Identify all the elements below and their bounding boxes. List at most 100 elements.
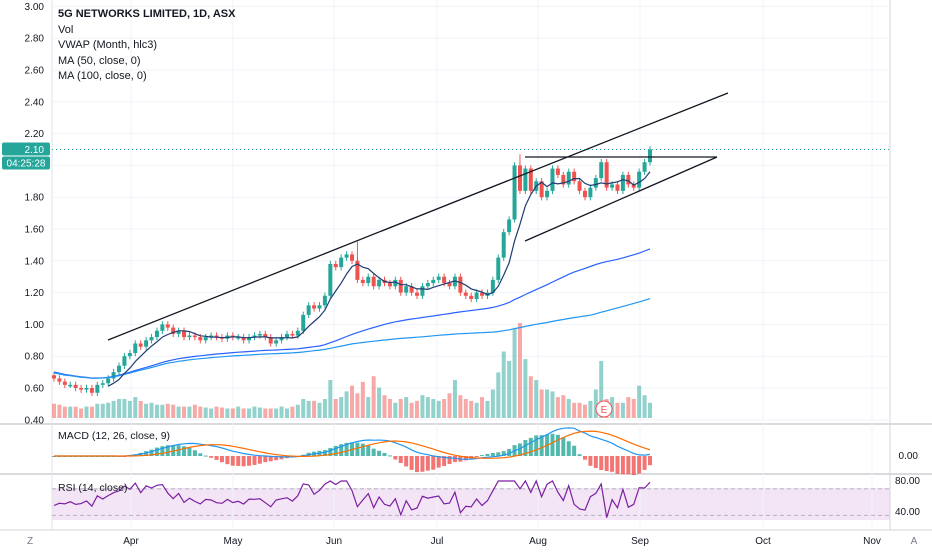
volume-bar (284, 408, 289, 418)
price-tick-label: 2.40 (25, 97, 45, 108)
macd-histogram-bar (230, 456, 235, 466)
volume-bar (301, 399, 306, 418)
volume-bar (648, 402, 652, 418)
volume-bar (68, 406, 73, 418)
volume-bar (425, 397, 430, 418)
legend-vwap[interactable]: VWAP (Month, hlc3) (58, 39, 158, 51)
macd-histogram-bar (474, 456, 479, 458)
volume-bar (236, 406, 241, 418)
macd-histogram-bar (268, 456, 273, 462)
volume-bar (599, 361, 604, 418)
volume-bar (572, 402, 577, 418)
candle-body (572, 171, 577, 182)
macd-histogram-bar (447, 456, 452, 465)
candle-body (192, 335, 197, 338)
volume-bar (501, 351, 506, 418)
volume-bar (577, 402, 582, 418)
candle-body (436, 276, 441, 280)
candle-body (631, 184, 636, 188)
macd-histogram-bar (631, 456, 636, 476)
macd-histogram-bar (366, 445, 371, 456)
candle-body (555, 168, 560, 175)
legend-ma100[interactable]: MA (100, close, 0) (58, 70, 147, 82)
volume-bar (274, 408, 279, 418)
volume-bar (566, 399, 571, 418)
macd-histogram-bar (566, 441, 571, 456)
candle-body (268, 337, 273, 344)
candle-body (523, 168, 528, 191)
volume-bar (317, 402, 322, 418)
macd-histogram-bar (333, 445, 338, 456)
macd-histogram-bar (192, 450, 197, 456)
volume-bar (192, 404, 197, 418)
macd-histogram-bar (149, 449, 154, 456)
volume-bar (355, 393, 360, 418)
macd-line (54, 427, 651, 460)
macd-histogram-bar (528, 437, 533, 456)
symbol-title[interactable]: 5G NETWORKS LIMITED, 1D, ASX (58, 8, 236, 20)
volume-bar (415, 400, 420, 418)
macd-histogram-bar (144, 451, 149, 456)
volume-bar (366, 397, 371, 418)
macd-histogram-bar (463, 456, 468, 461)
candle-body (301, 314, 306, 331)
volume-bar (387, 399, 392, 418)
macd-histogram-bar (480, 455, 485, 457)
candle-body (68, 384, 73, 387)
volume-bar (295, 404, 300, 418)
time-tick-label: Sep (631, 536, 649, 547)
legend-ma50[interactable]: MA (50, close, 0) (58, 54, 141, 67)
volume-bar (350, 385, 354, 418)
candle-body (507, 219, 512, 233)
volume-bar (517, 323, 522, 418)
macd-histogram-bar (176, 445, 181, 456)
candle-body (252, 335, 257, 338)
macd-histogram-bar (496, 452, 501, 456)
macd-histogram-bar (442, 456, 447, 466)
legend-vol[interactable]: Vol (58, 23, 74, 36)
volume-bar (458, 395, 463, 418)
volume-bar (133, 397, 138, 418)
candle-body (366, 276, 371, 284)
volume-bar (393, 402, 398, 418)
macd-histogram-bar (436, 456, 441, 468)
volume-bar (154, 404, 159, 418)
macd-histogram-bar (582, 456, 587, 460)
candle-body (203, 337, 208, 341)
candle-body (360, 279, 365, 284)
time-tick-label: Nov (863, 536, 881, 547)
volume-bar (377, 387, 382, 418)
candle-body (144, 340, 149, 347)
volume-bar (447, 393, 452, 418)
macd-axis-label: 0.00 (899, 451, 919, 462)
volume-bar (360, 381, 365, 418)
candle-body (501, 232, 506, 258)
volume-bar (79, 408, 84, 418)
candle-body (620, 174, 625, 191)
volume-bar (95, 403, 100, 418)
macd-histogram-bar (355, 442, 360, 456)
price-tick-label: 1.80 (25, 193, 45, 204)
macd-histogram-bar (534, 435, 539, 456)
chart-legend: 5G NETWORKS LIMITED, 1D, ASX Vol VWAP (M… (58, 7, 235, 85)
macd-histogram-bar (274, 456, 279, 461)
vwap-line (107, 171, 651, 387)
candle-body (626, 174, 631, 185)
macd-histogram-bar (236, 456, 241, 466)
macd-histogram-bar (431, 456, 436, 470)
volume-bar (100, 403, 105, 418)
volume-bar (89, 406, 94, 418)
rsi-legend[interactable]: RSI (14, close) (58, 482, 128, 494)
candle-body (604, 162, 609, 188)
volume-bar (203, 407, 208, 418)
candle-body (295, 330, 300, 336)
macd-legend[interactable]: MACD (12, 26, close, 9) (58, 430, 171, 442)
candle-body (566, 171, 571, 185)
trendline-upper (107, 92, 729, 341)
macd-histogram-bar (485, 453, 490, 456)
macd-histogram-bar (209, 456, 214, 458)
candle-body (415, 292, 420, 296)
candle-body (263, 333, 268, 338)
